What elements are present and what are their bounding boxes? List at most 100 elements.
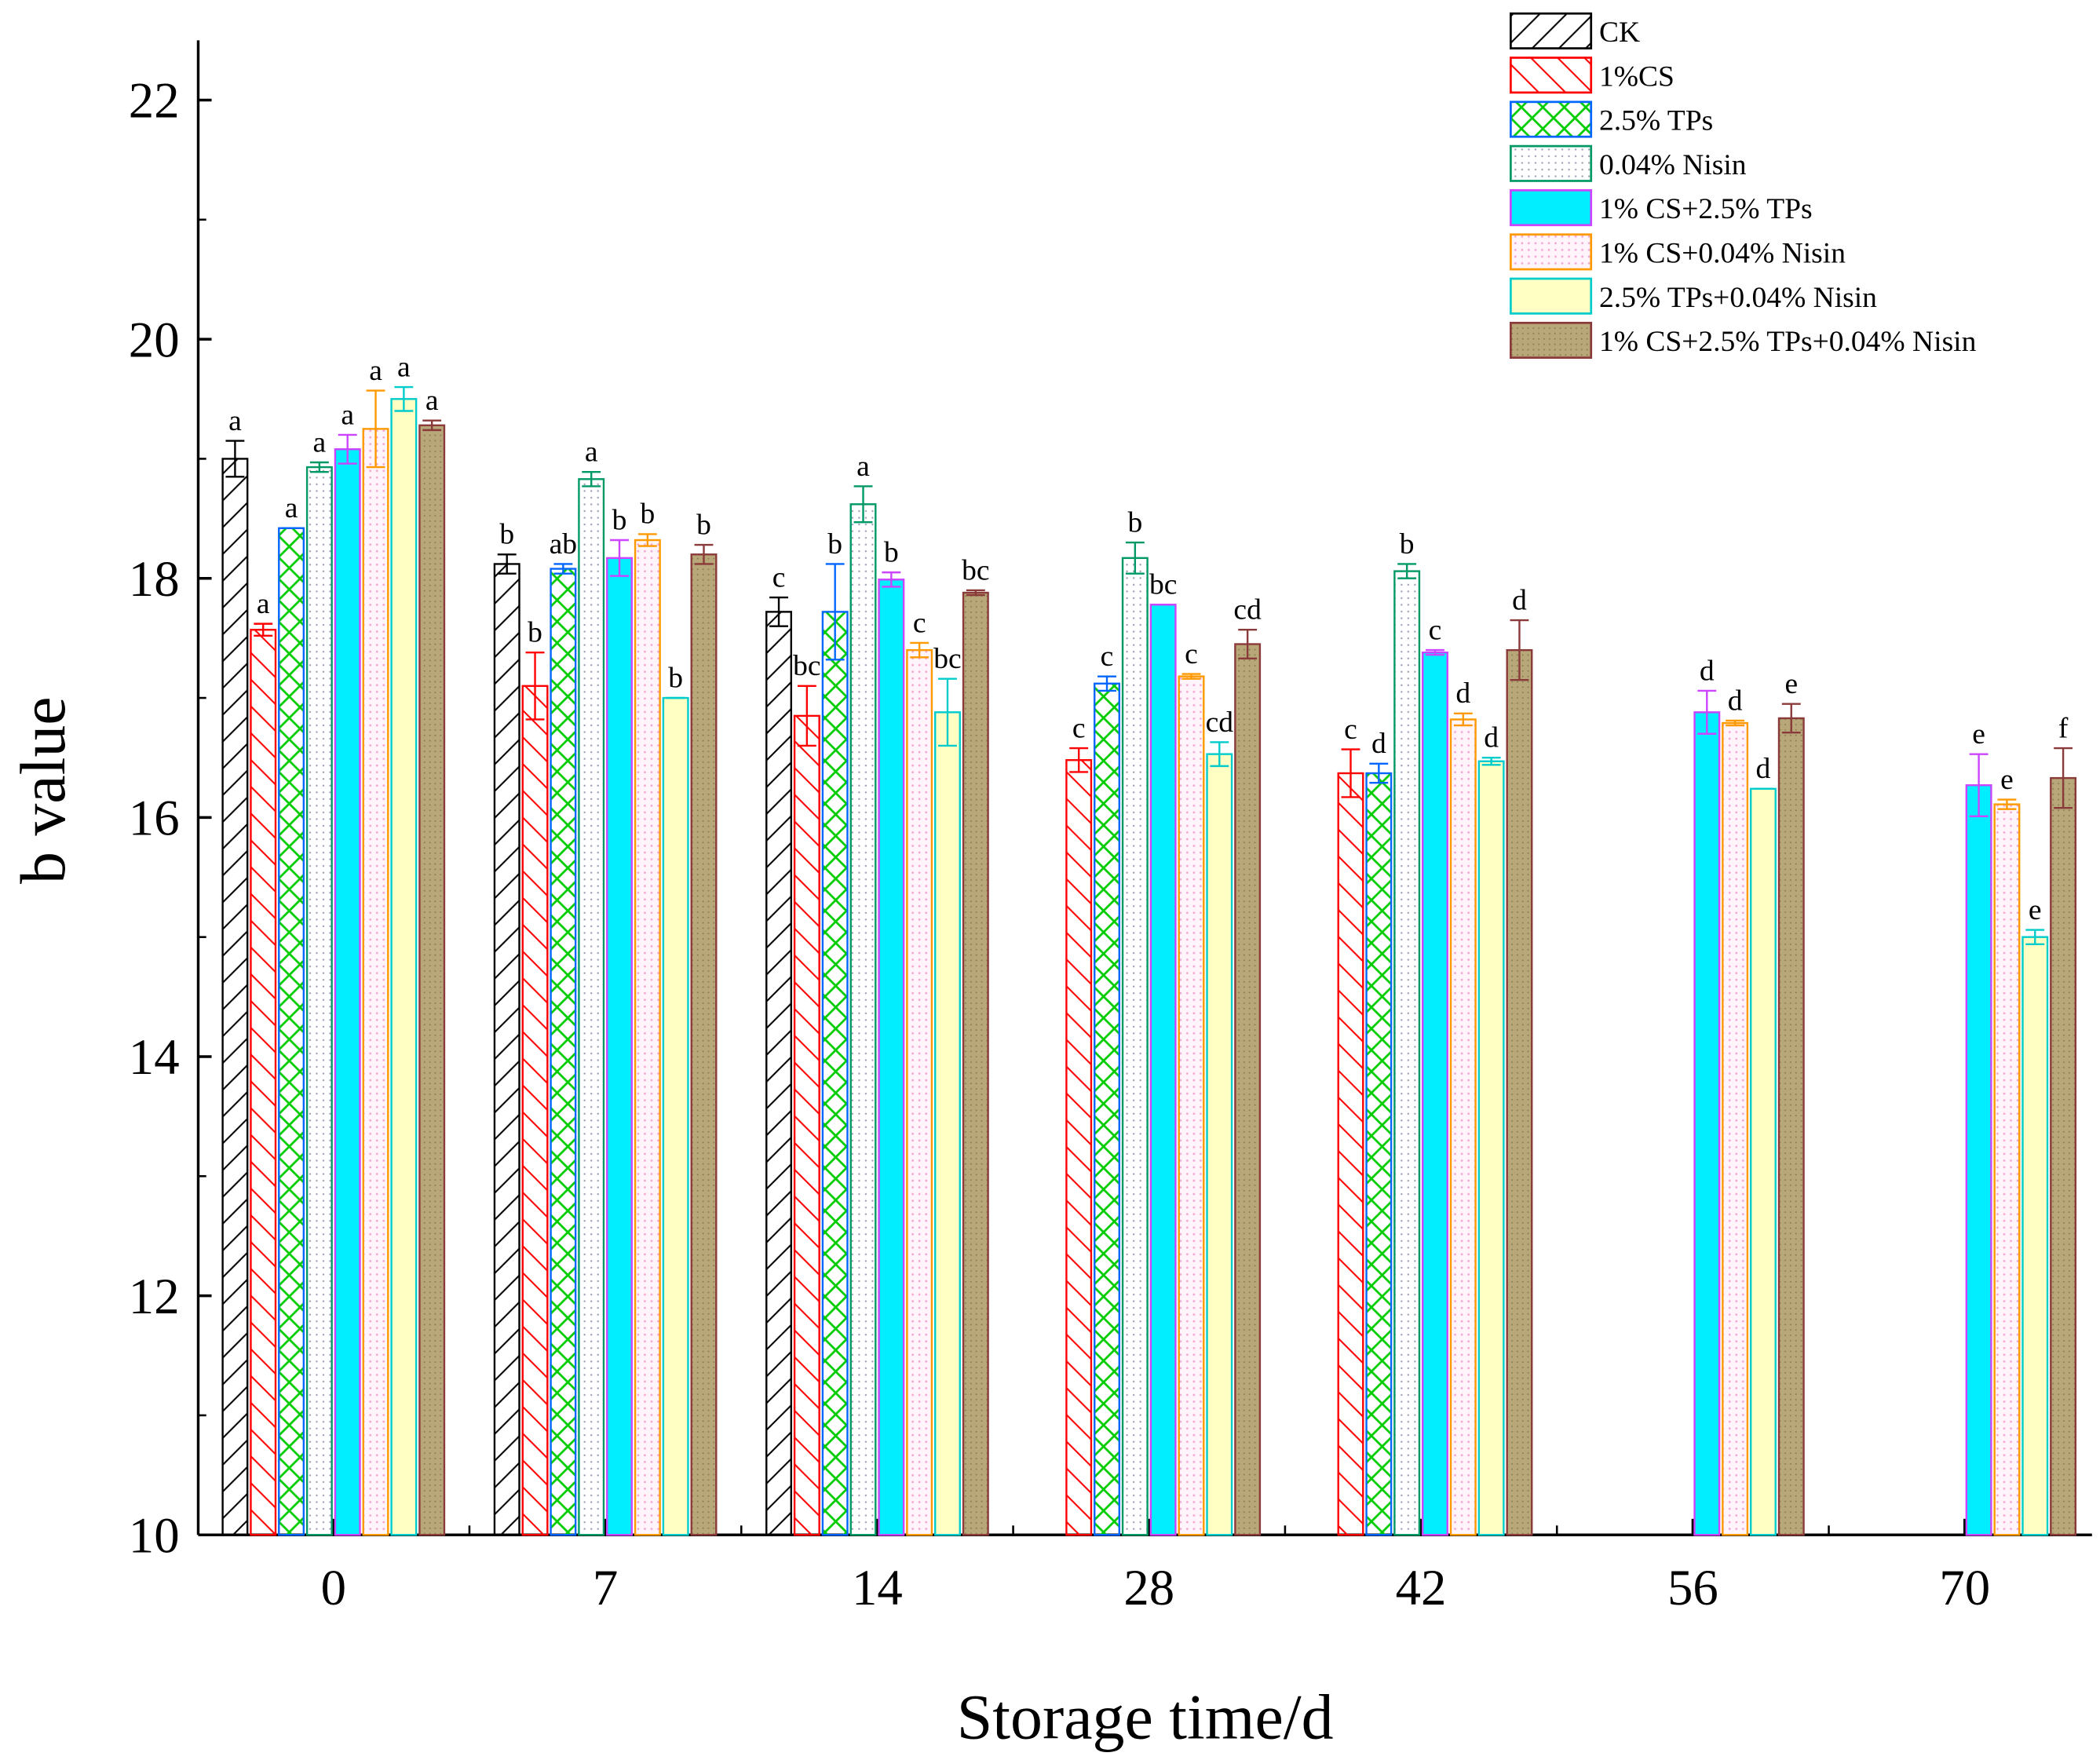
significance-label: d [1455, 677, 1470, 710]
legend-swatch [1509, 233, 1593, 271]
bar [1178, 675, 1205, 1536]
significance-label: b [827, 528, 842, 560]
significance-label: f [2058, 712, 2069, 744]
significance-label: b [1127, 506, 1142, 539]
x-tick-label: 28 [1123, 1560, 1174, 1616]
significance-label: d [1728, 685, 1743, 717]
legend-swatch [1509, 144, 1593, 182]
legend-label: 1% CS+0.04% Nisin [1599, 238, 1846, 270]
bar [1121, 557, 1149, 1536]
significance-label: d [1484, 722, 1499, 754]
bar [1993, 803, 2021, 1536]
y-tick-label: 16 [129, 791, 180, 847]
bar [634, 539, 661, 1536]
legend: CK 1%CS 2.5% TPs 0.04% Nisin 1% CS+2.5% TPs 1… [1509, 12, 1977, 360]
bar [962, 591, 989, 1536]
significance-label: e [1972, 718, 1985, 750]
y-axis-label: b value [7, 696, 79, 884]
bar [418, 424, 446, 1536]
x-tick-label: 0 [321, 1560, 346, 1616]
significance-label: bc [933, 643, 961, 675]
bar [606, 557, 633, 1536]
significance-label: cd [1233, 594, 1262, 626]
bar [1749, 787, 1777, 1536]
bar [1777, 717, 1805, 1536]
bar [1094, 682, 1120, 1536]
significance-label: a [341, 399, 354, 431]
bar [1365, 772, 1393, 1536]
y-ticks: 10 12 14 16 18 20 22 [129, 73, 212, 1564]
significance-label: a [369, 355, 382, 387]
bar [221, 458, 249, 1536]
significance-label: c [1072, 712, 1086, 744]
significance-label: bc [962, 554, 989, 586]
significance-label: cd [1206, 707, 1234, 739]
legend-swatch [1509, 57, 1593, 94]
x-ticks: 0 7 14 28 42 56 70 [321, 1518, 1990, 1616]
bar [550, 568, 577, 1536]
bar [493, 563, 520, 1536]
significance-label: c [1344, 714, 1357, 746]
bar [690, 553, 718, 1536]
x-tick-label: 7 [593, 1560, 618, 1616]
bar [1149, 604, 1177, 1536]
significance-label: ab [550, 528, 577, 560]
bar [1393, 570, 1421, 1536]
legend-swatch [1509, 12, 1593, 49]
bar [1506, 648, 1533, 1536]
legend-swatch [1509, 321, 1593, 360]
y-tick-label: 14 [129, 1029, 180, 1086]
series-2: aab bcd [278, 492, 1393, 1536]
bar [934, 711, 961, 1536]
bar [362, 428, 389, 1536]
y-tick-label: 22 [129, 73, 180, 130]
x-tick-label: 56 [1667, 1560, 1718, 1616]
significance-label: a [585, 436, 598, 469]
bar [390, 398, 418, 1536]
legend-label: 0.04% Nisin [1599, 149, 1747, 181]
bar [305, 466, 333, 1536]
bar [250, 629, 277, 1536]
significance-label: a [856, 451, 870, 483]
significance-label: b [528, 617, 542, 649]
bar [821, 611, 849, 1536]
bar [1337, 772, 1364, 1536]
significance-label: b [884, 536, 899, 568]
legend-swatch [1509, 100, 1593, 138]
bar [1234, 643, 1262, 1536]
significance-label: b [696, 509, 711, 541]
bar [878, 579, 905, 1536]
series-3: a a ab b [305, 426, 1421, 1536]
significance-label: d [1512, 584, 1527, 616]
bar [793, 714, 820, 1536]
legend-swatch [1509, 277, 1593, 315]
bar [1206, 753, 1233, 1536]
legend-swatch [1509, 189, 1593, 227]
series-0: abc [221, 405, 793, 1536]
bar [2021, 936, 2049, 1536]
x-tick-label: 14 [852, 1560, 903, 1616]
bar [278, 527, 305, 1536]
y-tick-label: 12 [129, 1269, 180, 1325]
significance-label: b [668, 662, 683, 694]
significance-label: e [1784, 668, 1798, 700]
significance-label: c [1429, 614, 1442, 646]
x-axis-label: Storage time/d [957, 1681, 1334, 1753]
significance-label: c [913, 607, 926, 639]
bar [578, 478, 605, 1536]
significance-label: a [397, 351, 411, 383]
significance-label: c [1185, 638, 1198, 670]
bar [1477, 760, 1505, 1536]
legend-label: 2.5% TPs [1599, 105, 1713, 137]
bar [662, 696, 689, 1536]
bar [1449, 718, 1477, 1536]
significance-label: c [772, 561, 786, 593]
significance-label: c [1101, 641, 1114, 673]
